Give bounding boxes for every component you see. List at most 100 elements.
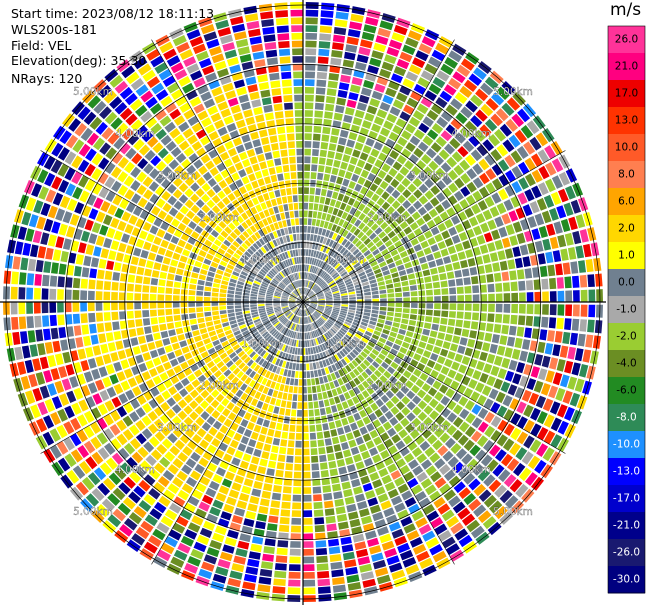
velocity-gate <box>133 506 147 519</box>
velocity-gate <box>351 359 359 368</box>
velocity-gate <box>396 333 405 341</box>
velocity-gate <box>367 341 376 348</box>
velocity-gate <box>391 189 401 199</box>
colorbar-swatch <box>608 485 645 513</box>
velocity-gate <box>217 126 228 137</box>
velocity-gate <box>198 165 208 175</box>
velocity-gate <box>323 288 331 293</box>
velocity-gate <box>309 282 313 289</box>
velocity-gate <box>208 480 220 491</box>
velocity-gate <box>278 272 284 279</box>
velocity-gate <box>332 34 346 43</box>
velocity-gate <box>477 407 489 420</box>
velocity-gate <box>421 459 432 470</box>
velocity-gate <box>135 218 145 229</box>
velocity-gate <box>337 318 345 323</box>
velocity-gate <box>477 510 492 524</box>
velocity-gate <box>562 331 571 345</box>
velocity-gate <box>469 444 481 457</box>
velocity-gate <box>400 516 413 527</box>
velocity-gate <box>280 261 286 269</box>
velocity-gate <box>441 174 453 186</box>
velocity-gate <box>309 306 315 311</box>
velocity-gate <box>403 302 410 308</box>
velocity-gate <box>136 125 148 137</box>
velocity-gate <box>422 213 432 223</box>
velocity-gate <box>246 20 260 30</box>
velocity-gate <box>299 363 303 371</box>
velocity-gate <box>96 417 108 430</box>
velocity-gate <box>307 308 312 314</box>
velocity-gate <box>427 434 438 445</box>
velocity-gate <box>282 307 289 311</box>
velocity-gate <box>399 250 408 258</box>
velocity-gate <box>208 131 219 141</box>
velocity-gate <box>385 320 393 326</box>
velocity-gate <box>292 273 296 281</box>
velocity-gate <box>524 189 535 202</box>
velocity-gate <box>424 178 435 189</box>
velocity-gate <box>89 116 103 130</box>
velocity-gate <box>358 243 366 251</box>
velocity-gate <box>177 239 186 248</box>
velocity-gate <box>152 528 166 541</box>
velocity-gate <box>325 213 332 222</box>
velocity-gate <box>470 115 483 128</box>
velocity-gate <box>448 475 461 488</box>
velocity-gate <box>380 265 389 272</box>
velocity-gate <box>339 202 347 211</box>
velocity-gate <box>142 318 151 326</box>
velocity-gate <box>240 436 250 445</box>
velocity-gate <box>105 190 116 202</box>
velocity-gate <box>57 408 68 422</box>
velocity-gate <box>299 280 302 287</box>
velocity-gate <box>309 425 316 432</box>
velocity-gate <box>461 513 476 526</box>
velocity-gate <box>217 414 227 424</box>
velocity-gate <box>270 281 278 287</box>
velocity-gate <box>458 364 468 374</box>
velocity-gate <box>176 371 186 381</box>
velocity-gate <box>274 291 282 295</box>
velocity-gate <box>167 171 178 182</box>
velocity-gate <box>298 249 301 256</box>
velocity-gate <box>327 365 334 373</box>
velocity-gate <box>3 317 11 331</box>
velocity-gate <box>413 200 423 210</box>
velocity-gate <box>411 211 421 221</box>
velocity-gate <box>62 351 72 364</box>
velocity-gate <box>304 264 307 272</box>
velocity-gate <box>436 116 449 128</box>
velocity-gate <box>263 443 272 452</box>
velocity-gate <box>309 331 313 339</box>
velocity-gate <box>272 357 278 365</box>
velocity-gate <box>284 290 290 295</box>
velocity-gate <box>80 360 90 372</box>
velocity-gate <box>379 68 392 79</box>
velocity-gate <box>252 163 260 172</box>
velocity-gate <box>465 412 476 424</box>
velocity-gate <box>264 264 271 271</box>
colorbar-swatch <box>608 269 645 297</box>
velocity-gate <box>26 273 35 286</box>
velocity-gate <box>407 205 417 215</box>
velocity-gate <box>336 265 343 271</box>
velocity-gate <box>471 203 481 215</box>
velocity-gate <box>233 112 244 122</box>
velocity-gate <box>31 183 42 198</box>
velocity-gate <box>331 436 340 445</box>
velocity-gate <box>388 131 399 142</box>
velocity-gate <box>274 332 280 339</box>
range-ring-label: 1.00km <box>325 254 365 266</box>
velocity-gate <box>384 438 394 449</box>
velocity-gate <box>171 218 180 228</box>
velocity-gate <box>300 340 303 348</box>
velocity-gate <box>541 210 552 224</box>
velocity-gate <box>258 384 265 393</box>
velocity-gate <box>98 258 107 269</box>
velocity-gate <box>212 257 221 264</box>
velocity-gate <box>480 82 494 96</box>
velocity-gate <box>198 220 207 229</box>
velocity-gate <box>389 106 401 117</box>
velocity-gate <box>91 168 103 181</box>
